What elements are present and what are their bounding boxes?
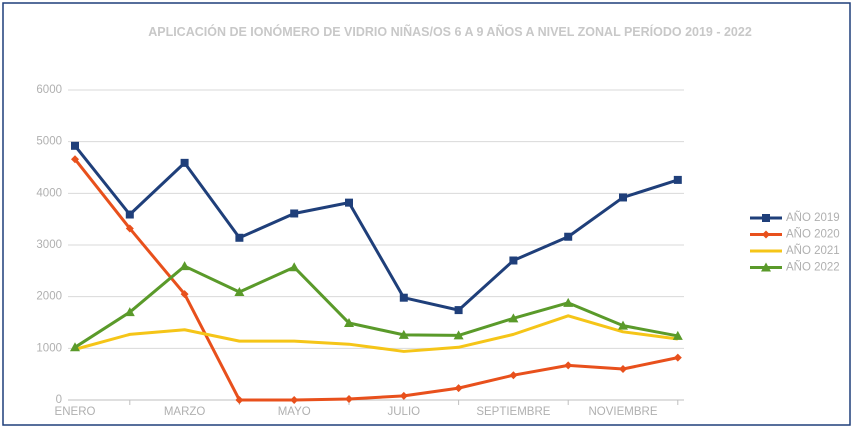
marker bbox=[235, 396, 244, 404]
marker bbox=[290, 396, 299, 404]
marker bbox=[71, 155, 79, 164]
marker bbox=[762, 230, 770, 239]
y-tick-label: 3000 bbox=[36, 239, 62, 251]
marker bbox=[508, 313, 519, 323]
marker bbox=[454, 384, 463, 393]
x-tick-label: MARZO bbox=[164, 406, 206, 418]
line-series bbox=[74, 264, 679, 349]
marker bbox=[289, 262, 300, 272]
marker bbox=[344, 318, 354, 328]
marker bbox=[619, 193, 627, 202]
marker bbox=[619, 365, 627, 373]
marker bbox=[234, 287, 245, 297]
y-tick-label: 2000 bbox=[36, 291, 62, 303]
marker bbox=[564, 361, 573, 370]
x-tick-label: NOVIEMBRE bbox=[588, 406, 657, 418]
chart-title: APLICACIÓN DE IONÓMERO DE VIDRIO NIÑAS/O… bbox=[148, 25, 752, 39]
marker bbox=[762, 214, 770, 222]
marker bbox=[179, 261, 190, 271]
y-tick-label: 1000 bbox=[36, 342, 62, 354]
marker bbox=[345, 198, 353, 207]
y-tick-label: 6000 bbox=[36, 84, 62, 96]
marker bbox=[398, 329, 409, 339]
marker bbox=[70, 342, 80, 352]
marker bbox=[672, 330, 683, 340]
y-tick-label: 4000 bbox=[36, 187, 62, 199]
marker bbox=[509, 371, 518, 380]
marker bbox=[618, 320, 628, 330]
marker bbox=[180, 290, 189, 299]
marker bbox=[761, 262, 771, 272]
marker bbox=[564, 232, 573, 241]
marker bbox=[509, 256, 518, 265]
legend-label: AÑO 2021 bbox=[786, 244, 840, 257]
marker bbox=[453, 330, 464, 340]
x-tick-label: MAYO bbox=[278, 406, 311, 418]
marker bbox=[125, 210, 134, 219]
line-series bbox=[73, 144, 679, 312]
marker bbox=[71, 141, 79, 150]
marker bbox=[235, 233, 244, 242]
y-tick-label: 0 bbox=[56, 394, 62, 406]
x-tick-label: SEPTIEMBRE bbox=[476, 406, 550, 418]
x-tick-label: ENERO bbox=[55, 406, 96, 418]
line-series bbox=[73, 158, 679, 402]
y-tick-label: 5000 bbox=[36, 136, 62, 148]
marker bbox=[454, 306, 463, 315]
legend-label: AÑO 2020 bbox=[786, 228, 840, 241]
marker bbox=[399, 293, 408, 302]
marker bbox=[399, 391, 408, 400]
marker bbox=[290, 209, 299, 218]
marker bbox=[563, 297, 574, 307]
legend-label: AÑO 2022 bbox=[786, 261, 840, 274]
marker bbox=[673, 353, 682, 362]
marker bbox=[124, 307, 135, 317]
marker bbox=[125, 224, 134, 233]
marker bbox=[345, 394, 353, 403]
x-tick-label: JULIO bbox=[388, 406, 421, 418]
legend-label: AÑO 2019 bbox=[786, 211, 840, 224]
line-series bbox=[74, 314, 678, 353]
marker bbox=[673, 175, 682, 184]
marker bbox=[180, 158, 189, 167]
